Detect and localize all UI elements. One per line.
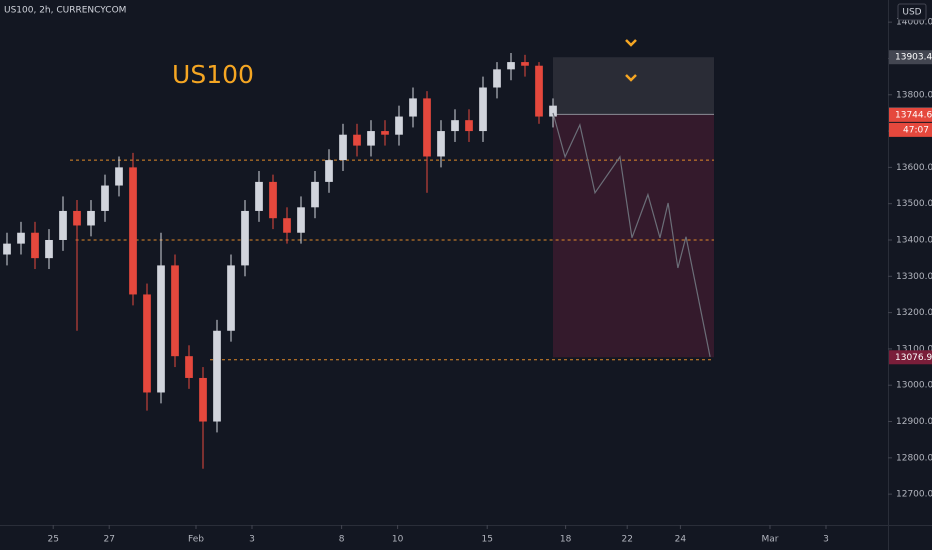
candle-body [213,330,221,422]
stop-tag [889,50,932,65]
x-tick-label: 8 [339,535,345,545]
y-tick-label: 13000.0 [896,381,932,391]
candle-body [339,134,347,161]
price-axis: 12700.0 12800.0 12900.0 13000.0 13100.0 13200… [47,18,932,545]
stop-label: 13903.4 [895,53,932,63]
candle-body [227,265,235,331]
candle-body [31,232,39,259]
candle-body [101,185,109,211]
y-tick-label: 12900.0 [896,417,932,427]
x-tick-label: 10 [392,535,404,545]
candle-body [353,134,361,146]
candle-body [535,65,543,117]
x-tick-label: 22 [621,535,632,545]
x-tick-label: Mar [762,535,779,545]
candle-body [199,377,207,422]
y-tick-label: 13300.0 [896,272,932,282]
candle-body [465,120,473,132]
candle-body [143,294,151,393]
candle-body [17,232,25,244]
y-tick-label: 12800.0 [896,453,932,463]
candle-body [297,207,305,233]
y-tick-label: 13600.0 [896,163,932,173]
x-tick-label: Feb [188,535,204,545]
countdown: 47:07 [903,125,929,135]
candle-body [185,356,193,378]
candle-body [115,167,123,186]
candle-body [171,265,179,357]
candle-body [325,160,333,182]
target-label: 13076.9 [895,353,932,363]
x-tick-label: 18 [560,535,572,545]
candle-body [3,243,11,255]
x-tick-label: 3 [823,535,829,545]
candle-body [59,210,67,240]
candle-body [367,131,375,146]
candle-body [493,69,501,88]
candle-body [311,181,319,208]
countdown-tag [889,122,932,137]
candle-body [157,265,165,393]
chevron [625,74,637,82]
x-tick-label: 27 [103,535,114,545]
candle-body [241,210,249,266]
last-price-tag [889,107,932,122]
candle-body [283,218,291,233]
candle-body [409,98,417,117]
candle-body [129,167,137,295]
candle-body [451,120,459,132]
y-tick-label: 12700.0 [896,490,932,500]
stop-zone [553,57,715,115]
x-tick-label: 25 [47,535,58,545]
x-tick-label: 15 [481,535,492,545]
candle-body [507,62,515,70]
y-tick-label: 13400.0 [896,235,932,245]
candle-body [521,62,529,66]
y-tick-label: 14000.0 [896,18,932,28]
candle-body [395,116,403,135]
plot-area [3,53,715,469]
last-price-label: 13744.6 [895,110,932,120]
y-tick-label: 13800.0 [896,90,932,100]
chart-title: US100 [172,60,254,89]
target-zone [553,114,715,358]
candle-body [73,210,81,226]
x-tick-label: 24 [675,535,687,545]
y-tick-label: 13200.0 [896,308,932,318]
y-tick-label: 13500.0 [896,199,932,209]
projection-line [552,112,711,358]
candle-body [87,210,95,226]
currency-box [897,3,927,21]
candle-body [381,131,389,135]
candle-body [437,131,445,157]
candle-body [549,105,557,117]
target-tag [889,350,932,365]
chevron [625,39,637,47]
candle-body [255,181,263,211]
currency: USD [902,8,921,18]
x-tick-label: 3 [249,535,255,545]
candle-body [269,181,277,219]
symbol-header: US100, 2h, CURRENCYCOM [4,6,126,16]
candle-body [423,98,431,157]
candle-body [479,87,487,132]
candle-body [45,239,53,259]
y-tick-label: 13100.0 [896,344,932,354]
